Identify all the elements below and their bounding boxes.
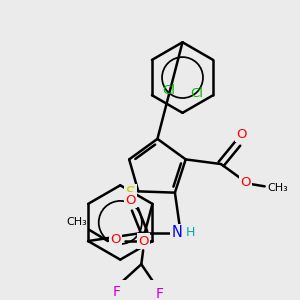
Text: N: N bbox=[171, 225, 182, 240]
Text: O: O bbox=[240, 176, 250, 189]
Text: F: F bbox=[156, 287, 164, 300]
Text: CH₃: CH₃ bbox=[267, 183, 288, 193]
Text: O: O bbox=[110, 233, 121, 246]
Text: Cl: Cl bbox=[190, 87, 203, 100]
Text: O: O bbox=[138, 235, 148, 248]
Text: O: O bbox=[236, 128, 247, 141]
Text: H: H bbox=[186, 226, 195, 239]
Text: CH₃: CH₃ bbox=[66, 218, 87, 227]
Text: O: O bbox=[125, 194, 136, 207]
Text: F: F bbox=[112, 285, 120, 299]
Text: Cl: Cl bbox=[162, 84, 175, 97]
Text: S: S bbox=[126, 186, 136, 201]
